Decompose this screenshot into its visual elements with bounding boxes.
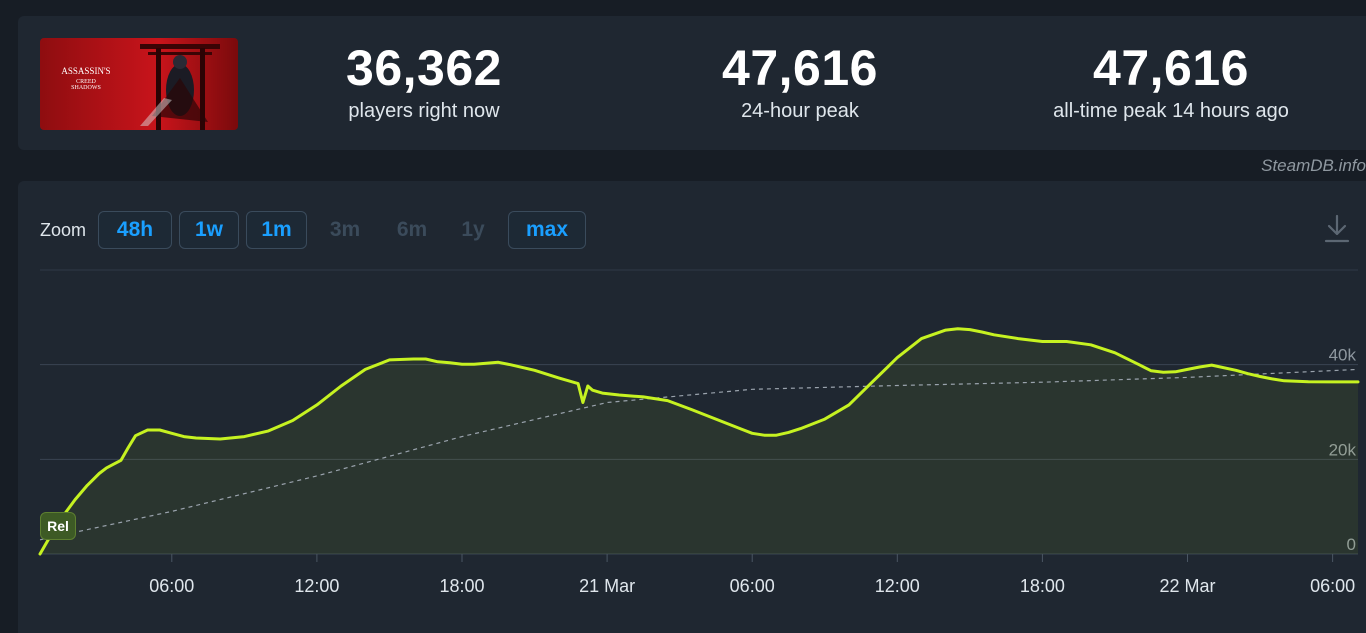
- zoom-label: Zoom: [40, 220, 87, 240]
- svg-text:SHADOWS: SHADOWS: [71, 85, 101, 91]
- zoom-6m-button[interactable]: 6m: [396, 218, 428, 241]
- current-players-value: 36,362: [346, 40, 502, 96]
- x-tick-label: 18:00: [439, 576, 484, 596]
- zoom-1m-button[interactable]: 1m: [246, 211, 307, 249]
- zoom-max-button[interactable]: max: [508, 211, 586, 249]
- x-tick-label: 18:00: [1020, 576, 1065, 596]
- players-line: [38, 327, 1360, 556]
- players-area: [40, 328, 1358, 554]
- x-tick-label: 06:00: [1310, 576, 1355, 596]
- x-tick-label: 21 Mar: [579, 576, 635, 596]
- trend-line: [39, 368, 1359, 541]
- x-tick-label: 12:00: [294, 576, 339, 596]
- daily-peak-value: 47,616: [722, 40, 878, 96]
- y-tick-label: 20k: [1329, 440, 1357, 459]
- zoom-3m-button[interactable]: 3m: [329, 218, 361, 241]
- x-tick-label: 12:00: [875, 576, 920, 596]
- all-time-peak-label: all-time peak 14 hours ago: [1053, 100, 1289, 122]
- x-tick-label: 06:00: [730, 576, 775, 596]
- zoom-1w-button[interactable]: 1w: [179, 211, 239, 249]
- x-tick-label: 22 Mar: [1159, 576, 1215, 596]
- current-players-label: players right now: [348, 100, 500, 122]
- all-time-peak-stat: 47,616 all-time peak 14 hours ago: [1018, 40, 1324, 124]
- svg-text:CREED: CREED: [76, 79, 96, 85]
- current-players-stat: 36,362 players right now: [314, 40, 534, 124]
- game-cover-image[interactable]: ASSASSIN'S CREED SHADOWS: [40, 38, 238, 130]
- game-cover-art: ASSASSIN'S CREED SHADOWS: [40, 38, 238, 130]
- y-tick-label: 40k: [1329, 346, 1357, 365]
- daily-peak-label: 24-hour peak: [741, 100, 859, 122]
- zoom-48h-button[interactable]: 48h: [98, 211, 172, 249]
- release-marker-badge[interactable]: Rel: [40, 512, 76, 540]
- stats-panel: ASSASSIN'S CREED SHADOWS 36,362 players …: [18, 16, 1366, 150]
- svg-text:ASSASSIN'S: ASSASSIN'S: [61, 66, 110, 76]
- all-time-peak-value: 47,616: [1093, 40, 1249, 96]
- download-icon[interactable]: [1324, 214, 1350, 244]
- steamdb-credit: SteamDB.info: [1261, 156, 1366, 175]
- daily-peak-stat: 47,616 24-hour peak: [680, 40, 920, 124]
- zoom-1y-button[interactable]: 1y: [461, 218, 485, 241]
- chart-panel: 0 20k 40k 06:00 12:00 18:00 21 Mar 06:00 12:00 18…: [18, 181, 1366, 633]
- y-tick-label: 0: [1347, 535, 1356, 554]
- x-tick-label: 06:00: [149, 576, 194, 596]
- player-count-chart: 0 20k 40k 06:00 12:00 18:00 21 Mar 06:00 12:00 18…: [38, 269, 1360, 596]
